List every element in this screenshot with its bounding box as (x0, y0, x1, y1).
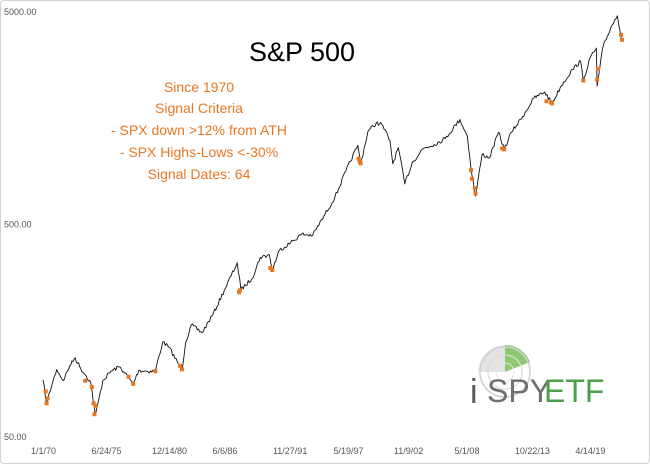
annotation-line-2: Signal Criteria (155, 100, 243, 116)
signal-point (83, 378, 88, 383)
annotation-line-4: - SPX Highs-Lows <-30% (120, 144, 278, 160)
signal-point (470, 176, 474, 181)
x-tick-label: 5/19/97 (333, 446, 363, 456)
x-tick-label: 10/22/13 (515, 446, 550, 456)
annotation-line-1: Since 1970 (164, 79, 234, 95)
signal-point (44, 401, 49, 406)
signal-point (89, 385, 94, 389)
signal-point (126, 374, 131, 379)
signal-point (131, 381, 136, 386)
signal-point (153, 369, 158, 374)
y-tick-label: 500.00 (4, 220, 32, 230)
x-tick-label: 12/14/80 (152, 446, 187, 456)
signal-point (619, 32, 624, 37)
signal-point (356, 156, 361, 161)
signal-point (91, 401, 96, 406)
signal-point (469, 168, 473, 173)
x-tick-label: 6/6/86 (212, 446, 237, 456)
signal-point (472, 186, 477, 191)
x-tick-label: 6/24/75 (91, 446, 121, 456)
signal-point (502, 147, 507, 152)
signal-point (620, 37, 624, 42)
y-axis: 5000.00 500.00 50.00 (4, 7, 37, 442)
x-tick-label: 11/9/02 (394, 446, 423, 456)
signal-point (581, 78, 586, 83)
logo-brand: SPY (487, 373, 551, 409)
signal-point (45, 396, 50, 401)
x-tick-label: 5/1/08 (454, 446, 479, 456)
x-tick-label: 1/1/70 (31, 446, 56, 456)
radar-icon (478, 345, 531, 398)
ispyetf-logo: i SPY ETF (470, 345, 604, 411)
signal-point (550, 101, 555, 106)
chart-title: S&P 500 (249, 37, 355, 67)
signal-point (43, 389, 48, 394)
sp500-line (42, 15, 623, 417)
logo-suffix: ETF (544, 373, 604, 409)
x-tick-label: 4/14/19 (575, 446, 605, 456)
signal-point (178, 363, 183, 368)
signal-point (595, 77, 600, 82)
price-series (42, 15, 623, 417)
signal-point (268, 266, 273, 270)
signal-point (270, 268, 275, 273)
signal-point (92, 412, 97, 417)
signal-point (238, 288, 242, 293)
y-tick-label: 50.00 (4, 432, 27, 442)
annotation-line-3: - SPX down >12% from ATH (111, 122, 287, 138)
signal-point (358, 161, 363, 166)
signal-point (180, 367, 184, 372)
annotation-line-5: Signal Dates: 64 (148, 166, 251, 182)
signal-point (596, 66, 601, 71)
signal-point (473, 191, 478, 196)
logo-prefix: i (470, 373, 478, 411)
annotation-box: Since 1970 Signal Criteria - SPX down >1… (111, 79, 287, 182)
signal-point (544, 99, 549, 104)
signal-point (93, 403, 98, 408)
x-axis: 1/1/70 6/24/75 12/14/80 6/6/86 11/27/91 5/19/… (31, 446, 605, 456)
y-tick-label: 5000.00 (4, 7, 37, 17)
signal-markers (43, 32, 624, 417)
x-tick-label: 11/27/91 (273, 446, 307, 456)
